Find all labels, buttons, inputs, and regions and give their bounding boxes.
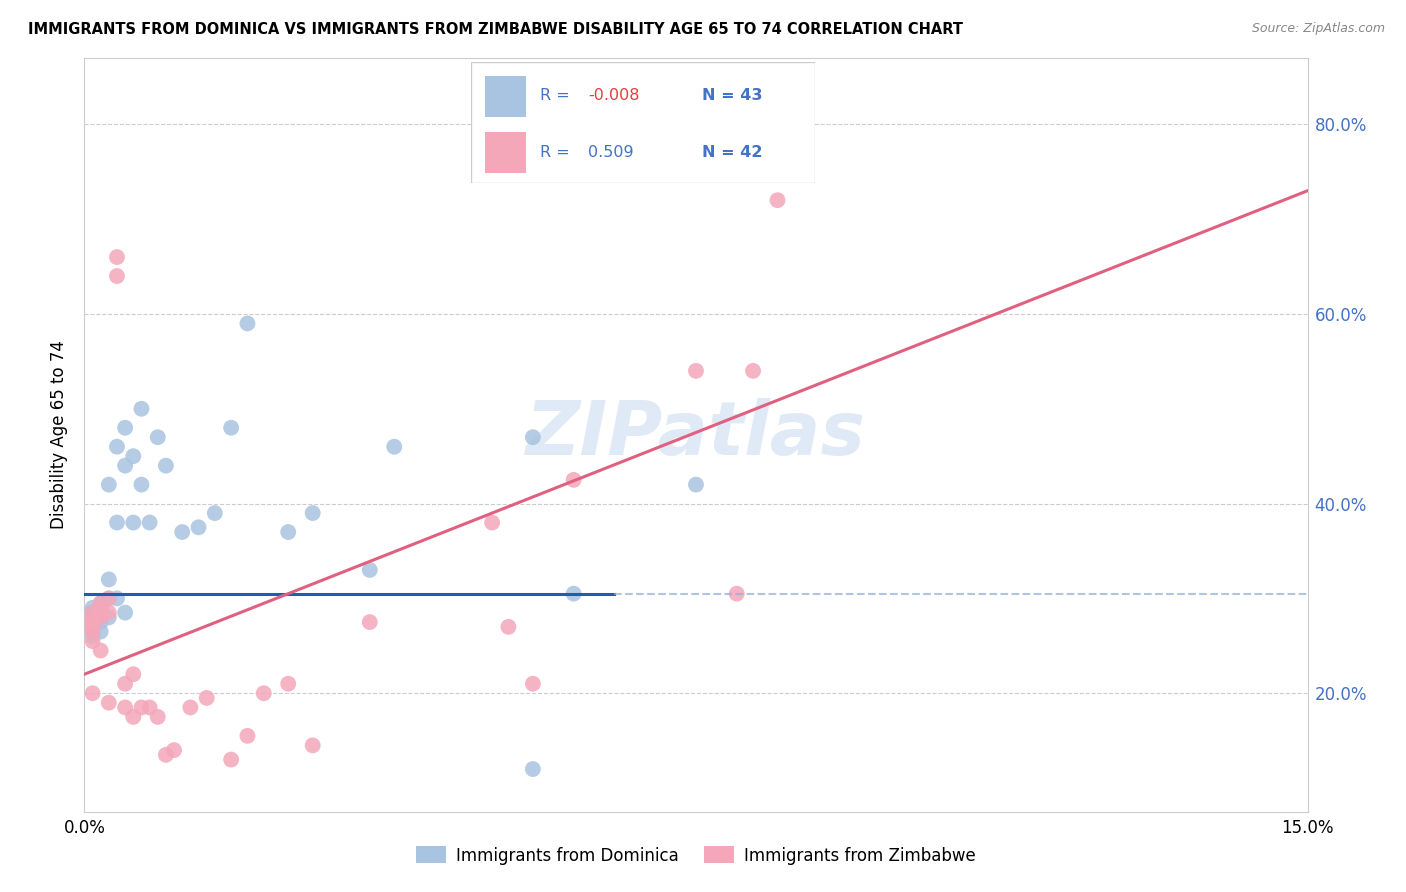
Point	[122, 710, 145, 724]
Point	[97, 591, 120, 606]
Point	[105, 268, 128, 283]
Point	[114, 421, 136, 435]
Point	[105, 516, 128, 530]
Point	[131, 477, 153, 491]
Point	[277, 677, 299, 691]
Point	[82, 634, 104, 648]
Point	[97, 591, 120, 606]
Point	[97, 573, 120, 587]
Point	[301, 739, 323, 753]
Point	[562, 473, 585, 487]
Point	[131, 401, 153, 416]
Point	[725, 587, 748, 601]
Legend: Immigrants from Dominica, Immigrants from Zimbabwe: Immigrants from Dominica, Immigrants fro…	[409, 839, 983, 871]
Point	[90, 606, 112, 620]
Point	[82, 686, 104, 700]
Point	[179, 700, 201, 714]
Point	[122, 516, 145, 530]
Text: Source: ZipAtlas.com: Source: ZipAtlas.com	[1251, 22, 1385, 36]
Point	[82, 615, 104, 629]
Point	[82, 610, 104, 624]
Point	[481, 516, 503, 530]
Text: R =: R =	[540, 88, 575, 103]
Point	[172, 524, 194, 539]
Point	[90, 643, 112, 657]
Point	[82, 606, 104, 620]
Point	[90, 615, 112, 629]
Point	[685, 364, 707, 378]
Point	[90, 600, 112, 615]
Point	[82, 600, 104, 615]
Point	[359, 563, 381, 577]
Point	[114, 606, 136, 620]
Point	[90, 610, 112, 624]
Point	[122, 667, 145, 681]
Point	[114, 700, 136, 714]
Y-axis label: Disability Age 65 to 74: Disability Age 65 to 74	[51, 341, 69, 529]
Point	[97, 610, 120, 624]
Point	[105, 591, 128, 606]
Point	[146, 710, 169, 724]
Point	[82, 606, 104, 620]
Point	[90, 606, 112, 620]
Point	[236, 317, 259, 331]
Point	[82, 620, 104, 634]
Point	[97, 696, 120, 710]
Point	[522, 677, 544, 691]
Point	[766, 193, 789, 207]
Point	[122, 449, 145, 463]
Point	[90, 596, 112, 610]
Point	[187, 520, 209, 534]
Point	[155, 458, 177, 473]
FancyBboxPatch shape	[485, 76, 526, 117]
Point	[253, 686, 276, 700]
Point	[562, 587, 585, 601]
Text: 0.509: 0.509	[588, 145, 634, 160]
Point	[97, 606, 120, 620]
Point	[82, 629, 104, 643]
Point	[522, 762, 544, 776]
Point	[382, 440, 405, 454]
Point	[359, 615, 381, 629]
Point	[163, 743, 186, 757]
FancyBboxPatch shape	[485, 132, 526, 173]
Point	[82, 620, 104, 634]
Point	[277, 524, 299, 539]
Text: ZIPatlas: ZIPatlas	[526, 399, 866, 471]
Point	[105, 440, 128, 454]
Point	[138, 700, 160, 714]
Point	[155, 747, 177, 762]
Point	[301, 506, 323, 520]
Text: N = 43: N = 43	[702, 88, 762, 103]
Text: N = 42: N = 42	[702, 145, 762, 160]
Point	[82, 615, 104, 629]
Point	[219, 753, 242, 767]
FancyBboxPatch shape	[471, 62, 815, 183]
Point	[114, 458, 136, 473]
Point	[742, 364, 765, 378]
Point	[82, 624, 104, 639]
Point	[90, 600, 112, 615]
Text: -0.008: -0.008	[588, 88, 640, 103]
Point	[131, 700, 153, 714]
Point	[522, 430, 544, 444]
Point	[146, 430, 169, 444]
Point	[219, 421, 242, 435]
Point	[114, 677, 136, 691]
Point	[82, 610, 104, 624]
Point	[195, 690, 218, 705]
Point	[204, 506, 226, 520]
Point	[105, 250, 128, 264]
Text: IMMIGRANTS FROM DOMINICA VS IMMIGRANTS FROM ZIMBABWE DISABILITY AGE 65 TO 74 COR: IMMIGRANTS FROM DOMINICA VS IMMIGRANTS F…	[28, 22, 963, 37]
Point	[90, 596, 112, 610]
Point	[90, 610, 112, 624]
Text: R =: R =	[540, 145, 579, 160]
Point	[685, 477, 707, 491]
Point	[90, 624, 112, 639]
Point	[138, 516, 160, 530]
Point	[97, 477, 120, 491]
Point	[236, 729, 259, 743]
Point	[82, 624, 104, 639]
Point	[498, 620, 520, 634]
